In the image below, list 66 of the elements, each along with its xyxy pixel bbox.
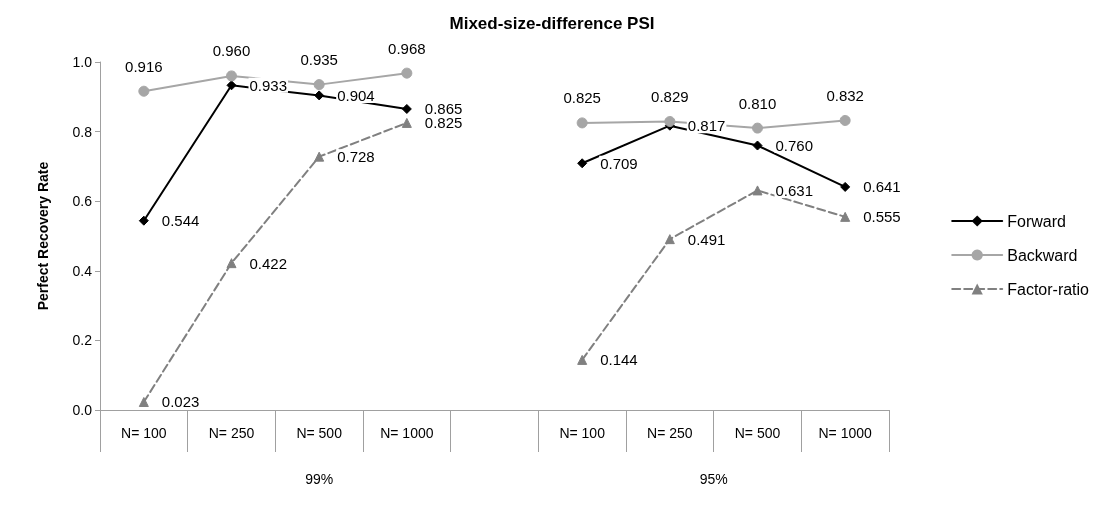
x-tick-label: N= 250 [647,425,693,441]
x-tick-label: N= 100 [559,425,606,441]
y-tick-label: 1.0 [72,54,93,70]
point [138,85,150,97]
legend-label: Backward [1007,246,1078,264]
x-tick-label: N= 500 [296,425,343,441]
data-label: 0.631 [775,181,814,199]
x-tick-label: N= 100 [121,425,167,441]
data-label: 0.641 [863,178,901,196]
point [752,122,763,134]
x-tick-label: N= 1000 [380,425,434,441]
data-label: 0.810 [738,94,777,112]
text: 99% [305,471,334,487]
point [226,258,237,269]
x-tick-label: N= 250 [208,425,255,441]
data-label: 0.933 [249,76,288,94]
data-label: 0.817 [687,117,726,135]
data-label: 0.144 [600,351,638,369]
data-label: 0.023 [161,393,200,411]
y-tick-label: 0.0 [72,402,93,418]
y-tick-label: 0.6 [72,193,93,210]
data-label: 0.709 [600,154,638,172]
data-label: 0.728 [337,148,375,166]
chart-title: Mixed-size-difference PSI [449,14,655,33]
data-label: 0.760 [775,137,814,155]
data-label: 0.960 [212,42,251,60]
data-label: 0.832 [826,86,864,104]
data-label: 0.916 [125,57,163,75]
point [138,215,149,226]
point [577,354,588,365]
legend-label: Forward [1007,212,1066,230]
y-tick-label: 0.8 [72,123,93,140]
data-label: 0.935 [300,51,338,69]
point [577,158,588,169]
point [401,67,413,79]
point [752,140,763,151]
point [401,117,412,128]
data-label: 0.968 [388,39,426,57]
point [314,151,325,162]
y-tick-label: 0.4 [72,262,93,279]
x-tick-label: N= 1000 [818,425,873,441]
point [576,117,588,129]
data-label: 0.422 [249,254,288,272]
y-axis-title: Perfect Recovery Rate [35,161,51,311]
point [664,234,675,245]
data-label: 0.555 [863,208,901,226]
point [226,80,237,91]
point [314,90,325,101]
point [664,116,676,128]
point [752,185,763,196]
x-tick-label: N= 500 [734,425,781,441]
text: 95% [699,471,728,487]
y-tick-label: 0.2 [72,332,93,349]
data-label: 0.825 [563,89,601,107]
point [401,103,412,114]
point [313,79,325,91]
data-label: 0.544 [161,212,200,230]
point [226,70,237,82]
legend-label: Factor-ratio [1007,280,1090,298]
point [839,114,851,126]
point [138,397,149,407]
point [840,181,851,192]
data-label: 0.491 [687,230,726,248]
data-label: 0.829 [651,88,689,106]
point [840,211,851,222]
data-label: 0.904 [337,86,375,104]
